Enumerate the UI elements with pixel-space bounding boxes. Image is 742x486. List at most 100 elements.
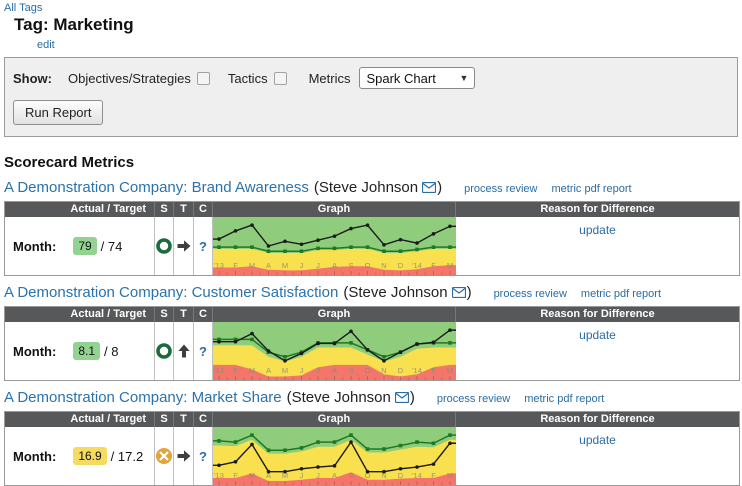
svg-text:'14: '14 (412, 471, 422, 480)
svg-text:D: D (398, 261, 404, 270)
svg-text:S: S (348, 471, 353, 480)
metric-title-row: A Demonstration Company: Market Share (S… (4, 389, 742, 407)
scorecard-table: Actual / Target S T C Graph Reason for D… (4, 306, 740, 381)
metric-pdf-report-link[interactable]: metric pdf report (580, 288, 662, 300)
svg-text:D: D (398, 366, 404, 375)
svg-text:A: A (266, 261, 271, 270)
tactics-checkbox[interactable] (273, 71, 287, 85)
svg-text:A: A (332, 366, 337, 375)
show-label: Show: (13, 70, 52, 86)
update-link[interactable]: update (579, 328, 616, 342)
scorecard-table: Actual / Target S T C Graph Reason for D… (4, 201, 740, 276)
status-icon[interactable] (155, 427, 174, 485)
svg-text:F: F (233, 366, 238, 375)
objectives-strategies-label: Objectives/Strategies (68, 70, 191, 86)
svg-text:F: F (233, 261, 238, 270)
svg-text:'14: '14 (412, 366, 422, 375)
header-reason: Reason for Difference (540, 203, 655, 215)
confidence-link[interactable]: ? (199, 448, 207, 464)
target-value: / 74 (100, 238, 123, 254)
svg-text:A: A (332, 471, 337, 480)
metric-title-row: A Demonstration Company: Brand Awareness… (4, 179, 742, 197)
svg-text:N: N (381, 261, 386, 270)
svg-text:M: M (249, 471, 255, 480)
table-header-row: Actual / Target S T C Graph Reason for D… (5, 202, 739, 217)
svg-text:M: M (249, 366, 255, 375)
metric-title-link[interactable]: A Demonstration Company: Brand Awareness (4, 179, 309, 196)
svg-text:M: M (447, 261, 453, 270)
status-icon[interactable] (155, 322, 174, 380)
metric-title-link[interactable]: A Demonstration Company: Market Share (4, 389, 282, 406)
process-review-link[interactable]: process review (493, 288, 567, 300)
metric-block: A Demonstration Company: Customer Satisf… (0, 284, 742, 381)
spark-chart[interactable]: '13 F M A M J J A S O N D '14 F M (213, 217, 456, 275)
svg-text:F: F (431, 471, 436, 480)
all-tags-link[interactable]: All Tags (4, 2, 43, 14)
metrics-select[interactable]: Spark Chart ▼ (359, 67, 476, 89)
run-report-button[interactable]: Run Report (13, 100, 104, 125)
metric-title-row: A Demonstration Company: Customer Satisf… (4, 284, 742, 302)
email-icon[interactable] (422, 180, 437, 198)
process-review-link[interactable]: process review (436, 393, 511, 405)
trend-icon[interactable] (174, 217, 194, 275)
svg-text:'13: '13 (214, 366, 224, 375)
confidence-link[interactable]: ? (199, 343, 207, 359)
header-c: C (194, 412, 213, 427)
month-label: Month: (13, 343, 57, 359)
edit-link[interactable]: edit (37, 39, 55, 51)
svg-text:M: M (249, 261, 255, 270)
metric-title-link[interactable]: A Demonstration Company: Customer Satisf… (4, 284, 339, 301)
target-value: / 8 (104, 343, 119, 359)
header-t: T (174, 202, 194, 217)
actual-value-badge: 8.1 (73, 342, 100, 360)
tactics-label: Tactics (227, 70, 268, 86)
svg-text:J: J (316, 366, 320, 375)
svg-text:O: O (365, 261, 371, 270)
svg-text:F: F (233, 471, 238, 480)
table-row: Month: 79 / 74 ? '13 F M A M J J A S O N D '14 F M upd… (5, 217, 739, 275)
confidence-link[interactable]: ? (199, 238, 207, 254)
table-row: Month: 8.1 / 8 ? '13 F M A M J J A S O N D '14 F M upd… (5, 322, 739, 380)
metrics-select-value: Spark Chart (366, 70, 436, 86)
process-review-link[interactable]: process review (464, 183, 538, 195)
svg-text:O: O (365, 366, 371, 375)
metric-owner-close: ) (466, 284, 472, 301)
header-c: C (194, 307, 213, 322)
metrics-label: Metrics (308, 70, 351, 86)
table-row: Month: 16.9 / 17.2 ? '13 F M A M J J A S O N D '14 F M… (5, 427, 739, 485)
target-value: / 17.2 (110, 448, 144, 464)
spark-chart[interactable]: '13 F M A M J J A S O N D '14 F M (213, 322, 456, 380)
svg-text:S: S (348, 261, 353, 270)
email-icon[interactable] (394, 390, 409, 408)
show-options-panel: Show: Objectives/Strategies Tactics Metr… (4, 57, 738, 137)
svg-text:F: F (431, 366, 436, 375)
svg-text:J: J (300, 261, 304, 270)
header-graph: Graph (213, 307, 456, 322)
header-reason: Reason for Difference (540, 308, 655, 320)
svg-text:J: J (300, 471, 304, 480)
metric-owner: (Steve Johnson (343, 284, 448, 301)
objectives-strategies-checkbox[interactable] (196, 71, 210, 85)
svg-text:M: M (447, 471, 453, 480)
update-link[interactable]: update (579, 433, 616, 447)
metric-block: A Demonstration Company: Brand Awareness… (0, 179, 742, 276)
update-link[interactable]: update (579, 223, 616, 237)
header-graph: Graph (213, 412, 456, 427)
svg-text:M: M (447, 366, 453, 375)
header-reason: Reason for Difference (540, 413, 655, 425)
page-title: Tag: Marketing (14, 15, 134, 34)
metric-pdf-report-link[interactable]: metric pdf report (524, 393, 605, 405)
status-icon[interactable] (155, 217, 174, 275)
trend-icon[interactable] (174, 427, 194, 485)
svg-text:N: N (381, 366, 386, 375)
spark-chart[interactable]: '13 F M A M J J A S O N D '14 F M (213, 427, 456, 485)
chevron-down-icon: ▼ (459, 73, 469, 83)
email-icon[interactable] (451, 285, 466, 303)
trend-icon[interactable] (174, 322, 194, 380)
header-c: C (194, 202, 213, 217)
header-actual-target: Actual / Target (5, 202, 155, 217)
header-s: S (155, 202, 174, 217)
svg-text:F: F (431, 261, 436, 270)
svg-text:J: J (316, 471, 320, 480)
metric-pdf-report-link[interactable]: metric pdf report (551, 183, 632, 195)
